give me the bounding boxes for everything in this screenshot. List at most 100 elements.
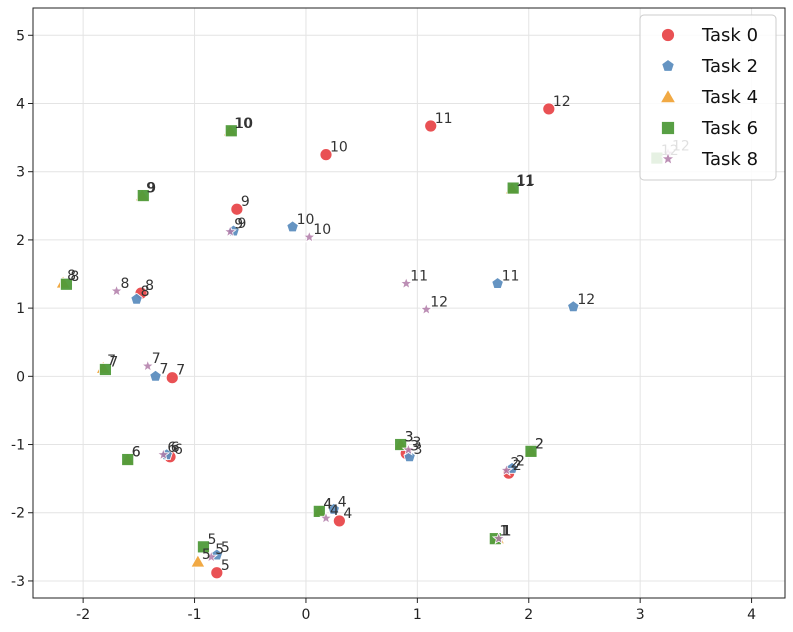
task-6-point — [224, 124, 238, 138]
task-6-point-label: 6 — [132, 445, 141, 461]
task-8-point-label: 11 — [410, 269, 428, 285]
plot-frame — [32, 7, 786, 599]
task-8-point — [399, 276, 413, 290]
task-2-point — [567, 300, 580, 313]
task-8-point-label: 8 — [121, 276, 130, 292]
task-0-legend-marker — [661, 28, 675, 42]
task-0-point-label: 3 — [410, 438, 419, 454]
task-4-point-label: 1 — [502, 524, 511, 540]
task-4-point-label: 9 — [146, 181, 155, 197]
task-2-point-label: 11 — [502, 269, 520, 285]
task-6-point — [60, 277, 73, 291]
task-8-point-label: 4 — [330, 503, 339, 519]
task-6-point-label: 8 — [70, 269, 79, 285]
task-2-point-label: 9 — [238, 216, 247, 232]
task-8-point-label: 9 — [234, 217, 243, 233]
task-0-point — [210, 566, 224, 580]
task-4-point-label: 8 — [67, 268, 76, 284]
task-8-point-label: 6 — [167, 440, 176, 456]
task-8-point — [499, 463, 514, 477]
task-8-legend-marker — [660, 151, 676, 166]
task-8-legend-label: Task 8 — [701, 149, 758, 170]
task-8-point — [401, 442, 416, 456]
task-4-point — [190, 554, 206, 568]
y-tick-label: 3 — [16, 165, 25, 181]
task-4-point-label: 11 — [516, 174, 534, 190]
task-8-point-label: 12 — [430, 294, 448, 310]
x-tick-label: 2 — [524, 607, 533, 623]
task-6-point — [312, 504, 326, 518]
task-8-point — [204, 549, 219, 563]
task-4-point-label: 7 — [107, 353, 116, 369]
task-0-point-label: 9 — [241, 194, 250, 210]
task-6-point-label: 9 — [147, 181, 156, 197]
task-2-point-label: 7 — [160, 361, 169, 377]
x-tick-label: -1 — [188, 607, 202, 623]
task-4-legend-marker — [659, 88, 677, 104]
task-2-point-label: 6 — [171, 440, 180, 456]
task-6-point — [197, 540, 210, 554]
task-6-point-label: 4 — [323, 496, 332, 512]
y-tick-label: 4 — [16, 96, 25, 112]
x-tick-label: 3 — [636, 607, 645, 623]
y-tick-label: 0 — [16, 369, 25, 385]
task-6-point — [394, 438, 408, 451]
task-0-point — [332, 514, 346, 528]
task-0-point-label: 8 — [145, 278, 154, 294]
task-8-point-label: 5 — [215, 542, 224, 558]
task-2-point-label: 12 — [577, 292, 595, 308]
task-2-point — [130, 292, 143, 305]
task-0-point — [165, 371, 179, 385]
task-2-point-label: 5 — [221, 540, 230, 556]
task-0-legend-label: Task 0 — [701, 25, 758, 46]
task-2-legend-marker — [661, 59, 675, 72]
task-8-point-label: 3 — [412, 435, 421, 451]
task-4-point-label: 4 — [323, 496, 332, 512]
task-0-point-label: 10 — [330, 140, 348, 156]
x-tick-label: 4 — [747, 607, 756, 623]
task-0-point — [230, 202, 244, 216]
task-6-point-label: 3 — [405, 430, 414, 446]
task-4-point-label: 6 — [132, 445, 141, 461]
task-0-point — [542, 102, 556, 116]
task-2-point — [327, 502, 340, 515]
task-0-point-label: 7 — [176, 363, 185, 379]
task-2-legend-label: Task 2 — [701, 56, 758, 77]
task-0-point — [319, 148, 333, 162]
task-6-point-label: 7 — [109, 355, 118, 371]
task-0-point-label: 2 — [513, 458, 522, 474]
task-6-point-label: 11 — [517, 173, 535, 189]
data-points — [55, 102, 675, 580]
task-4-point-label: 3 — [405, 430, 414, 446]
task-6-point — [121, 453, 135, 466]
y-tick-label: -2 — [11, 506, 25, 522]
task-4-point-label: 2 — [535, 436, 544, 452]
legend-box — [639, 14, 777, 181]
task-8-point-label: 10 — [313, 222, 331, 238]
task-2-point-label: 2 — [516, 453, 525, 469]
task-2-point-label: 4 — [338, 494, 347, 510]
task-6-point — [99, 363, 112, 376]
task-0-point-label: 5 — [221, 558, 230, 574]
x-tick-label: 0 — [301, 607, 310, 623]
x-tick-label: -2 — [76, 607, 90, 623]
task-4-point-label: 5 — [202, 547, 211, 563]
y-tick-label: 5 — [16, 28, 25, 44]
task-8-point — [419, 302, 434, 316]
y-tick-label: 2 — [16, 233, 25, 249]
task-0-point-label: 12 — [553, 94, 571, 110]
task-8-point-label: 2 — [510, 455, 519, 471]
x-tick-label: 1 — [413, 607, 422, 623]
task-6-point-label: 5 — [207, 532, 216, 548]
task-2-point — [491, 277, 504, 289]
y-tick-label: -1 — [11, 438, 25, 454]
task-6-legend-marker — [661, 121, 675, 135]
task-8-point — [491, 531, 506, 545]
task-0-point-label: 6 — [174, 442, 183, 458]
task-2-point-label: 3 — [414, 442, 423, 458]
task-6-point — [524, 444, 538, 458]
task-8-point-label: 7 — [152, 351, 161, 367]
task-6-point-label: 2 — [535, 436, 544, 452]
task-2-point — [149, 369, 162, 382]
